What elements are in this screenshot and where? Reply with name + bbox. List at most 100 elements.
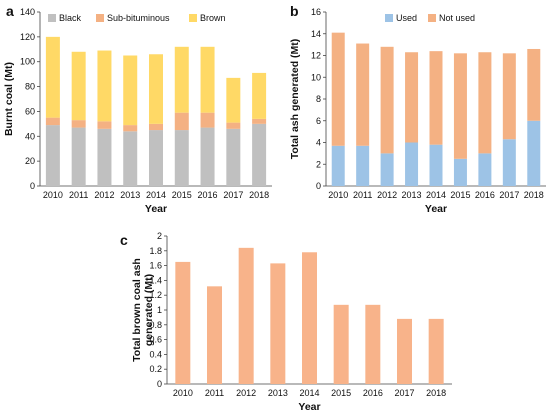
x-tick-label: 2015 — [450, 190, 470, 200]
bar-c-value-2015 — [333, 304, 349, 384]
bar-a-sub-bituminous-2018 — [252, 118, 267, 124]
y-axis-label-line: generated (Mt) — [143, 274, 155, 346]
y-tick-label: 1.4 — [149, 275, 162, 285]
bar-b-not-used-2013 — [405, 52, 419, 143]
legend-swatch — [189, 14, 197, 22]
x-tick-label: 2018 — [524, 190, 544, 200]
x-tick-label: 2017 — [223, 190, 243, 200]
y-tick-label: 14 — [311, 29, 321, 39]
bar-b-used-2017 — [502, 139, 516, 186]
bar-a-sub-bituminous-2014 — [149, 123, 163, 131]
bar-b-used-2013 — [405, 142, 419, 186]
legend-entry: Used — [396, 13, 417, 23]
x-tick-label: 2010 — [43, 190, 63, 200]
y-tick-label: 40 — [25, 131, 35, 141]
y-axis-label: Total ash generated (Mt) — [289, 39, 301, 160]
x-tick-label: 2018 — [249, 190, 269, 200]
bar-a-brown-2018 — [252, 72, 267, 119]
bar-a-sub-bituminous-2010 — [45, 117, 60, 126]
y-tick-label: 140 — [20, 7, 35, 17]
y-tick-label: 0.6 — [149, 335, 162, 345]
bar-c-value-2012 — [238, 247, 254, 384]
bar-a-brown-2012 — [97, 50, 112, 122]
x-tick-label: 2011 — [353, 190, 372, 200]
x-tick-label: 2015 — [331, 388, 351, 398]
y-tick-label: 0.8 — [149, 320, 162, 330]
bar-a-black-2018 — [252, 123, 267, 186]
chart-panel-a: a 0 20 40 60 80 100 120 140 2010 2011 2012 2013 2014 2… — [3, 3, 272, 215]
y-tick-label: 0 — [157, 379, 162, 389]
y-tick-label: 2 — [157, 231, 162, 241]
bar-a-black-2015 — [174, 130, 189, 186]
bar-c-value-2014 — [302, 252, 317, 384]
bar-a-brown-2010 — [45, 36, 60, 118]
bar-a-brown-2011 — [71, 51, 86, 121]
bar-b-used-2018 — [527, 120, 541, 186]
x-tick-label: 2014 — [426, 190, 446, 200]
bar-b-not-used-2015 — [453, 53, 467, 159]
x-tick-label: 2014 — [146, 190, 166, 200]
x-tick-label: 2012 — [236, 388, 256, 398]
bar-a-sub-bituminous-2017 — [226, 122, 241, 129]
bar-a-black-2017 — [226, 128, 241, 186]
x-tick-label: 2014 — [299, 388, 319, 398]
x-tick-label: 2010 — [173, 388, 193, 398]
y-tick-label: 6 — [316, 116, 321, 126]
y-tick-label: 0.4 — [149, 349, 162, 359]
bar-a-sub-bituminous-2011 — [71, 120, 86, 128]
panel-label: b — [290, 3, 299, 19]
bar-a-brown-2015 — [174, 46, 189, 113]
y-tick-label: 1.6 — [149, 261, 162, 271]
x-tick-label: 2017 — [499, 190, 519, 200]
bar-c-value-2016 — [365, 304, 381, 384]
bar-a-brown-2016 — [200, 46, 215, 113]
x-tick-label: 2016 — [475, 190, 495, 200]
bar-b-not-used-2011 — [356, 43, 370, 146]
y-tick-label: 2 — [316, 159, 321, 169]
x-tick-label: 2013 — [268, 388, 288, 398]
bar-c-value-2010 — [175, 261, 191, 384]
legend-swatch — [48, 14, 56, 22]
bar-a-brown-2017 — [226, 77, 241, 123]
x-tick-label: 2017 — [394, 388, 414, 398]
bar-a-black-2014 — [149, 130, 163, 186]
x-tick-label: 2016 — [363, 388, 383, 398]
x-tick-label: 2018 — [426, 388, 446, 398]
bar-b-not-used-2018 — [527, 48, 541, 121]
y-tick-label: 16 — [311, 7, 321, 17]
bar-a-black-2011 — [71, 127, 86, 186]
x-tick-label: 2011 — [69, 190, 88, 200]
y-tick-label: 12 — [311, 51, 321, 61]
y-axis-label-line: Total brown coal ash — [131, 258, 143, 362]
legend-entry: Brown — [200, 13, 226, 23]
y-tick-label: 20 — [25, 156, 35, 166]
bar-a-sub-bituminous-2013 — [123, 125, 138, 132]
bar-b-not-used-2012 — [380, 46, 394, 154]
bar-b-used-2012 — [380, 153, 394, 186]
x-tick-label: 2012 — [94, 190, 114, 200]
y-tick-label: 60 — [25, 106, 35, 116]
y-tick-label: 10 — [311, 72, 321, 82]
bar-a-black-2010 — [45, 125, 60, 186]
legend-swatch — [428, 14, 436, 22]
bar-a-sub-bituminous-2012 — [97, 121, 112, 129]
bar-b-used-2010 — [331, 145, 345, 186]
bar-a-sub-bituminous-2016 — [200, 112, 215, 128]
y-tick-label: 0 — [30, 181, 35, 191]
bar-b-not-used-2017 — [502, 53, 516, 140]
bar-a-black-2016 — [200, 127, 215, 186]
bar-a-sub-bituminous-2015 — [174, 112, 189, 131]
bar-b-not-used-2014 — [429, 51, 443, 145]
legend-entry: Sub-bituminous — [107, 13, 170, 23]
bar-a-black-2013 — [123, 131, 138, 186]
x-tick-label: 2011 — [205, 388, 224, 398]
y-tick-label: 0.2 — [149, 364, 162, 374]
x-tick-label: 2012 — [377, 190, 397, 200]
y-tick-label: 1.8 — [149, 246, 162, 256]
legend-swatch — [385, 14, 393, 22]
legend-entry: Not used — [439, 13, 475, 23]
x-tick-label: 2010 — [328, 190, 348, 200]
bar-b-used-2014 — [429, 144, 443, 186]
y-tick-label: 100 — [20, 57, 35, 67]
